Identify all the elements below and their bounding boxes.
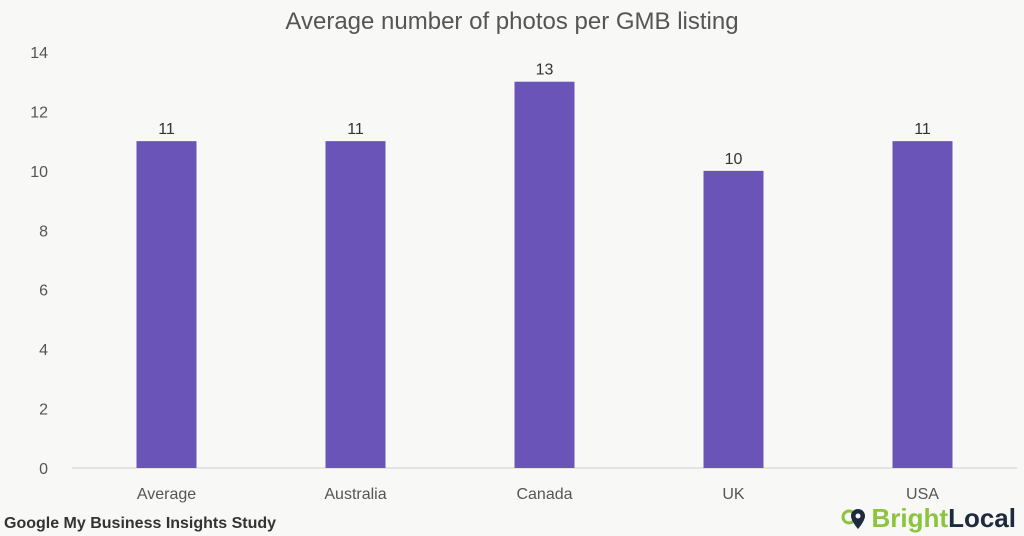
x-tick-label: Canada <box>516 486 572 503</box>
bar <box>136 141 197 468</box>
y-tick-label: 6 <box>39 283 48 300</box>
y-tick-label: 14 <box>30 45 48 62</box>
brightlocal-logo: Bright Local <box>840 503 1016 534</box>
footer-source: Google My Business Insights Study <box>4 515 277 532</box>
bar <box>325 141 386 468</box>
bar <box>703 170 764 468</box>
x-tick-label: Average <box>137 486 196 503</box>
y-tick-label: 4 <box>39 342 48 359</box>
y-tick-label: 12 <box>30 104 48 121</box>
y-tick-label: 0 <box>39 461 48 478</box>
location-pin-icon <box>841 508 865 529</box>
x-tick-label: Australia <box>324 486 386 503</box>
data-label: 11 <box>347 121 364 138</box>
chart-title: Average number of photos per GMB listing <box>285 8 739 35</box>
y-tick-label: 2 <box>39 402 48 419</box>
data-label: 13 <box>536 62 554 79</box>
data-label: 11 <box>158 121 175 138</box>
data-label: 11 <box>914 121 931 138</box>
bar <box>514 81 575 468</box>
logo-text-local: Local <box>948 503 1016 533</box>
x-tick-label: USA <box>906 486 939 503</box>
x-tick-label: UK <box>722 486 745 503</box>
logo-text-bright: Bright <box>871 503 949 533</box>
y-tick-label: 8 <box>39 223 48 240</box>
data-label: 10 <box>725 151 743 168</box>
bar <box>892 141 953 468</box>
y-tick-label: 10 <box>30 164 48 181</box>
